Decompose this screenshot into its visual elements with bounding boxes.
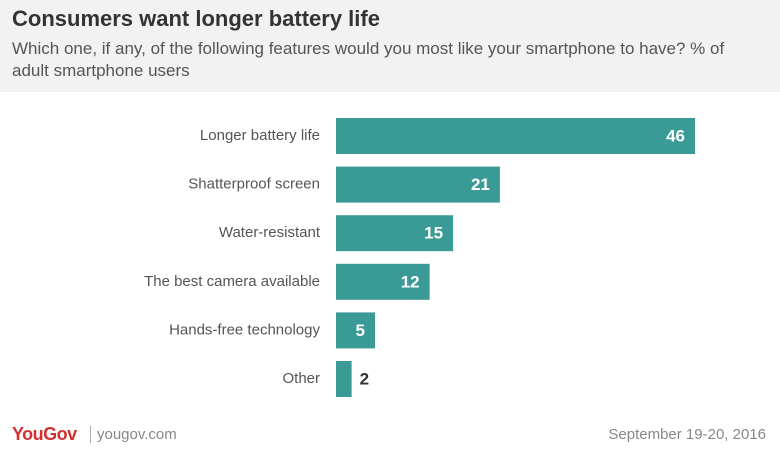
value-label: 21 xyxy=(471,175,490,194)
site: yougov.com xyxy=(90,426,177,443)
value-label: 46 xyxy=(666,126,685,145)
brand: YouGov xyxy=(12,424,77,444)
bar xyxy=(336,361,352,397)
category-label: The best camera available xyxy=(144,273,320,290)
category-label: Water-resistant xyxy=(219,224,321,241)
value-label: 12 xyxy=(401,272,420,291)
bar xyxy=(336,215,454,252)
chart: Longer battery life 46 Shatterproof screen… xyxy=(144,118,695,397)
category-label: Other xyxy=(282,370,320,387)
value-label: 15 xyxy=(424,224,443,243)
value-label: 2 xyxy=(360,369,369,388)
bar xyxy=(336,118,695,154)
chart-subtitle: Which one, if any, of the following feat… xyxy=(12,39,725,80)
bar xyxy=(336,263,430,300)
bar xyxy=(336,312,376,349)
header: Consumers want longer battery life Which… xyxy=(0,0,780,92)
category-label: Shatterproof screen xyxy=(188,176,320,193)
category-label: Hands-free technology xyxy=(169,321,320,338)
bar xyxy=(336,166,500,203)
chart-title: Consumers want longer battery life xyxy=(12,6,380,31)
footer: YouGov yougov.com September 19-20, 2016 xyxy=(0,420,780,450)
category-label: Longer battery life xyxy=(200,127,320,144)
date: September 19-20, 2016 xyxy=(608,426,766,443)
value-label: 5 xyxy=(356,321,365,340)
